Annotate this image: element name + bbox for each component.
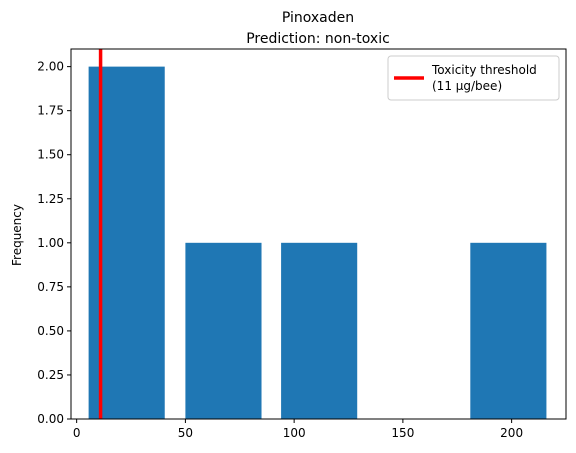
bars-group [88, 66, 547, 419]
chart-title: Pinoxaden [282, 10, 354, 26]
x-tick-label: 200 [500, 426, 523, 440]
y-tick-label: 0.50 [37, 324, 64, 338]
y-tick-label: 0.75 [37, 280, 64, 294]
legend: Toxicity threshold (11 µg/bee) [387, 55, 560, 101]
y-axis: 0.00 0.25 0.50 0.75 1.00 1.25 1.50 1.75 2.00 [37, 60, 71, 426]
y-tick-label: 1.25 [37, 192, 64, 206]
y-tick-label: 2.00 [37, 60, 64, 74]
legend-box [387, 55, 560, 101]
histogram-bar-1 [185, 242, 262, 419]
histogram-bar-4 [470, 242, 547, 419]
chart-subtitle: Prediction: non-toxic [246, 31, 390, 47]
plot-frame [70, 48, 567, 420]
y-tick-label: 0.25 [37, 368, 64, 382]
y-tick-label: 0.00 [37, 412, 64, 426]
y-tick-label: 1.00 [37, 236, 64, 250]
x-tick-label: 100 [283, 426, 306, 440]
y-tick-label: 1.50 [37, 148, 64, 162]
legend-label-line2: (11 µg/bee) [432, 79, 502, 93]
x-axis: 0 50 100 150 200 [73, 419, 523, 440]
x-tick-label: 150 [391, 426, 414, 440]
y-tick-label: 1.75 [37, 104, 64, 118]
legend-label-line1: Toxicity threshold [431, 63, 537, 77]
x-tick-label: 0 [73, 426, 81, 440]
histogram-bar-2 [281, 242, 358, 419]
x-tick-label: 50 [178, 426, 193, 440]
y-axis-label: Frequency [10, 204, 24, 266]
